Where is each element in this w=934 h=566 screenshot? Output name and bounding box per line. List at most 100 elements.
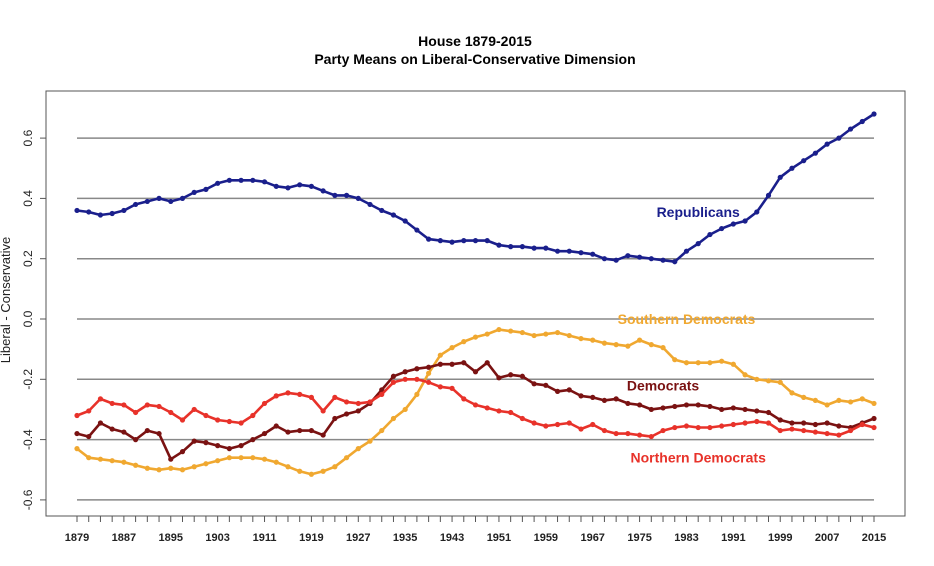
x-tick-label: 1967 bbox=[580, 532, 604, 544]
democrats-point bbox=[648, 406, 654, 413]
southern-democrats-point bbox=[461, 339, 467, 345]
northern-democrats-point bbox=[765, 420, 772, 426]
southern-democrats-point bbox=[484, 331, 490, 337]
republicans-point bbox=[742, 218, 748, 224]
republicans-point bbox=[847, 126, 854, 132]
southern-democrats-point bbox=[133, 462, 139, 468]
x-tick-label: 1959 bbox=[534, 532, 558, 544]
southern-democrats-point bbox=[695, 360, 701, 366]
northern-democrats-point bbox=[74, 412, 80, 419]
southern-democrats-point bbox=[355, 446, 361, 452]
republicans-point bbox=[777, 174, 783, 180]
republicans-point bbox=[660, 257, 666, 263]
democrats-point bbox=[590, 394, 596, 400]
democrats-point bbox=[707, 403, 713, 410]
republicans-point bbox=[519, 244, 525, 250]
northern-democrats-point bbox=[121, 402, 127, 408]
southern-democrats-point bbox=[156, 467, 162, 473]
northern-democrats-point bbox=[554, 421, 561, 428]
northern-democrats-point bbox=[449, 385, 455, 391]
northern-democrats-point bbox=[203, 412, 209, 419]
northern-democrats-point bbox=[777, 427, 783, 434]
x-tick-label: 2015 bbox=[862, 532, 886, 544]
northern-democrats-point bbox=[543, 423, 549, 429]
northern-democrats-point bbox=[707, 424, 713, 431]
democrats-point bbox=[531, 381, 537, 387]
republicans-point bbox=[543, 245, 549, 251]
republicans-point bbox=[472, 238, 479, 244]
democrats-point bbox=[74, 430, 80, 437]
northern-democrats-point bbox=[601, 427, 608, 434]
republicans-point bbox=[156, 195, 162, 201]
republicans-point bbox=[636, 254, 643, 260]
series-democrats bbox=[74, 360, 877, 462]
republicans-point bbox=[531, 245, 537, 251]
democrats-point bbox=[297, 427, 303, 434]
southern-democrats-point bbox=[707, 360, 713, 366]
democrats-point bbox=[543, 382, 549, 388]
democrats-point bbox=[308, 427, 315, 434]
northern-democrats-point bbox=[683, 423, 690, 429]
y-tick-label: 0.2 bbox=[21, 250, 35, 267]
southern-democrats-point bbox=[86, 455, 92, 461]
southern-democrats-point bbox=[437, 352, 443, 358]
democrats-point bbox=[801, 420, 807, 426]
democrats-point bbox=[472, 369, 479, 375]
democrats-point bbox=[261, 430, 268, 437]
democrats-point bbox=[426, 364, 432, 370]
republicans-point bbox=[74, 207, 80, 214]
northern-democrats-point bbox=[660, 427, 666, 434]
democrats-point bbox=[191, 438, 197, 444]
republicans-point bbox=[390, 212, 397, 218]
republicans-point bbox=[613, 257, 619, 263]
plot-frame bbox=[45, 90, 906, 517]
series-annotation: Northern Democrats bbox=[631, 450, 767, 466]
northern-democrats-point bbox=[613, 430, 619, 437]
northern-democrats-point bbox=[191, 406, 197, 413]
republicans-point bbox=[168, 198, 174, 205]
democrats-point bbox=[695, 402, 701, 408]
northern-democrats-point bbox=[484, 405, 490, 411]
x-tick-label: 1983 bbox=[674, 532, 698, 544]
northern-democrats-point bbox=[250, 412, 256, 419]
northern-democrats-point bbox=[824, 430, 830, 437]
series-annotation: Republicans bbox=[657, 204, 740, 220]
x-tick-label: 1999 bbox=[768, 532, 792, 544]
democrats-point bbox=[812, 421, 818, 428]
x-tick-label: 1887 bbox=[112, 532, 136, 544]
southern-democrats-point bbox=[636, 337, 643, 343]
democrats-point bbox=[121, 429, 127, 435]
series-northern-democrats bbox=[74, 376, 877, 440]
republicans-point bbox=[765, 192, 772, 198]
southern-democrats-point bbox=[847, 399, 854, 405]
northern-democrats-point bbox=[97, 396, 104, 402]
democrats-point bbox=[250, 437, 256, 443]
y-tick-label: 0.6 bbox=[21, 129, 35, 146]
southern-democrats-point bbox=[179, 467, 186, 473]
republicans-point bbox=[332, 192, 338, 198]
northern-democrats-point bbox=[285, 390, 291, 396]
republicans-point bbox=[144, 198, 150, 205]
republicans-point bbox=[238, 177, 244, 183]
x-tick-label: 1927 bbox=[346, 532, 370, 544]
democrats-point bbox=[578, 393, 584, 399]
southern-democrats-point bbox=[332, 464, 338, 470]
y-tick-label: -0.4 bbox=[21, 429, 35, 450]
democrats-point bbox=[179, 449, 186, 455]
republicans-point bbox=[121, 207, 127, 214]
x-tick-label: 1911 bbox=[253, 532, 277, 544]
democrats-point bbox=[379, 387, 385, 393]
democrats-point bbox=[133, 437, 139, 443]
northern-democrats-point bbox=[426, 379, 432, 385]
democrats-point bbox=[613, 396, 619, 402]
democrats-point bbox=[484, 360, 490, 366]
republicans-point bbox=[449, 239, 455, 245]
republicans-point bbox=[754, 209, 760, 215]
republicans-point bbox=[824, 141, 830, 147]
x-tick-label: 2007 bbox=[815, 532, 839, 544]
democrats-point bbox=[144, 427, 150, 434]
democrats-point bbox=[390, 373, 397, 379]
northern-democrats-point bbox=[636, 432, 643, 438]
republicans-point bbox=[343, 192, 350, 198]
